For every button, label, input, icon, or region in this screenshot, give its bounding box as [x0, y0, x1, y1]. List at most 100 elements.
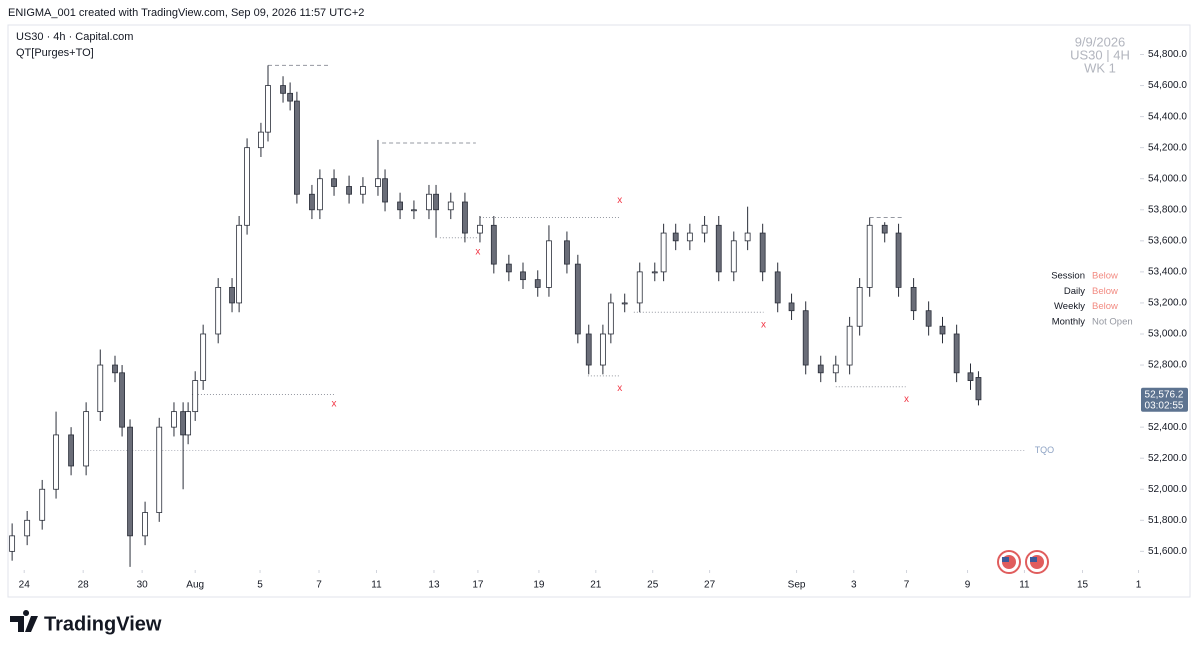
purge-marker: x — [617, 383, 622, 394]
candle-body — [490, 224, 497, 265]
candle-body — [585, 333, 592, 366]
tqo-label: TQO — [1035, 445, 1055, 455]
x-tick-label: 9 — [965, 580, 971, 591]
x-tick-label: 5 — [257, 580, 263, 591]
candle-body — [505, 263, 512, 273]
candle-body — [200, 333, 207, 381]
x-tick-label: 11 — [371, 580, 382, 591]
watermark: WK 1 — [1084, 60, 1116, 75]
status-name: Weekly — [1054, 301, 1085, 312]
candle-body — [866, 224, 873, 288]
status-state: Not Open — [1092, 316, 1133, 327]
status-name: Daily — [1064, 286, 1085, 297]
candle-body — [39, 488, 46, 521]
candle-body — [953, 333, 960, 374]
x-tick-label: Sep — [788, 580, 806, 591]
candle-body — [462, 201, 468, 234]
y-tick-label: 54,400.0 — [1148, 111, 1187, 122]
candle-body — [97, 364, 104, 413]
candle-body — [171, 411, 177, 428]
candle-body — [119, 372, 125, 428]
y-tick-label: 52,000.0 — [1148, 484, 1187, 495]
y-tick-label: 52,200.0 — [1148, 453, 1187, 464]
y-tick-label: 53,000.0 — [1148, 329, 1187, 340]
candle-body — [280, 85, 286, 94]
candle-body — [156, 426, 163, 513]
candle-body — [788, 302, 795, 312]
countdown: 03:02:55 — [1145, 400, 1184, 411]
candle-body — [651, 271, 658, 274]
y-tick-label: 52,400.0 — [1148, 422, 1187, 433]
x-tick-label: 1 — [1136, 580, 1142, 591]
candle-body — [574, 263, 581, 335]
candle-body — [215, 287, 222, 335]
y-tick-label: 54,000.0 — [1148, 173, 1187, 184]
y-tick-label: 54,600.0 — [1148, 80, 1187, 91]
candle-body — [686, 232, 693, 242]
status-name: Monthly — [1052, 316, 1086, 327]
candle-body — [621, 302, 628, 305]
candle-body — [68, 434, 74, 467]
status-name: Session — [1051, 271, 1085, 282]
candle-body — [287, 92, 294, 102]
candle-body — [293, 100, 300, 195]
candle-body — [127, 426, 133, 537]
x-tick-label: 27 — [704, 580, 716, 591]
candle-body — [382, 178, 388, 203]
y-tick-label: 51,800.0 — [1148, 515, 1187, 526]
status-state: Below — [1092, 271, 1118, 282]
candle-body — [180, 411, 187, 436]
x-tick-label: 3 — [851, 580, 857, 591]
candle-body — [730, 240, 737, 273]
x-tick-label: 21 — [590, 580, 602, 591]
candle-body — [447, 201, 454, 211]
header: ENIGMA_001 created with TradingView.com,… — [8, 7, 364, 19]
candle-body — [939, 325, 946, 335]
candle-body — [244, 147, 250, 226]
candle-body — [802, 310, 809, 366]
last-price-box — [1141, 387, 1188, 412]
last-price-label: 52,576.2 — [1145, 389, 1184, 400]
x-tick-label: 28 — [78, 580, 90, 591]
x-tick-label: 13 — [428, 580, 440, 591]
candle-body — [895, 232, 902, 288]
candle-body — [9, 535, 16, 552]
logo — [10, 610, 38, 632]
y-tick-label: 54,800.0 — [1148, 49, 1187, 60]
candle-body — [185, 411, 192, 436]
candle-body — [192, 380, 199, 413]
brand: TradingView — [44, 613, 162, 635]
candle-body — [433, 193, 439, 211]
candle-body — [660, 232, 667, 273]
candle-body — [564, 240, 570, 265]
x-tick-label: 7 — [904, 580, 910, 591]
x-tick-label: 30 — [137, 580, 149, 591]
candle-body — [546, 240, 552, 288]
candle-body — [774, 271, 781, 304]
candle-body — [346, 186, 352, 195]
candle-body — [715, 224, 722, 273]
candle-body — [24, 519, 31, 537]
candle-body — [599, 333, 606, 366]
candle-body — [817, 364, 824, 374]
candle-body — [397, 201, 403, 211]
x-tick-label: 17 — [472, 580, 484, 591]
candle-body — [142, 512, 148, 537]
candle-body — [846, 325, 853, 366]
candle-body — [426, 193, 432, 211]
y-tick-label: 53,400.0 — [1148, 267, 1187, 278]
candle-body — [881, 224, 888, 234]
watermark: 9/9/2026 — [1075, 34, 1126, 49]
candle-body — [258, 131, 264, 149]
candle-body — [534, 279, 541, 288]
candle-body — [967, 372, 974, 381]
chart-frame — [7, 24, 1191, 598]
candle-body — [910, 287, 917, 312]
candle-body — [236, 224, 243, 304]
candle-body — [759, 232, 766, 273]
purge-marker: x — [904, 394, 909, 405]
symbol: US30 · 4h · Capital.com — [16, 31, 133, 43]
x-tick-label: 15 — [1077, 580, 1089, 591]
candle-body — [607, 302, 614, 335]
